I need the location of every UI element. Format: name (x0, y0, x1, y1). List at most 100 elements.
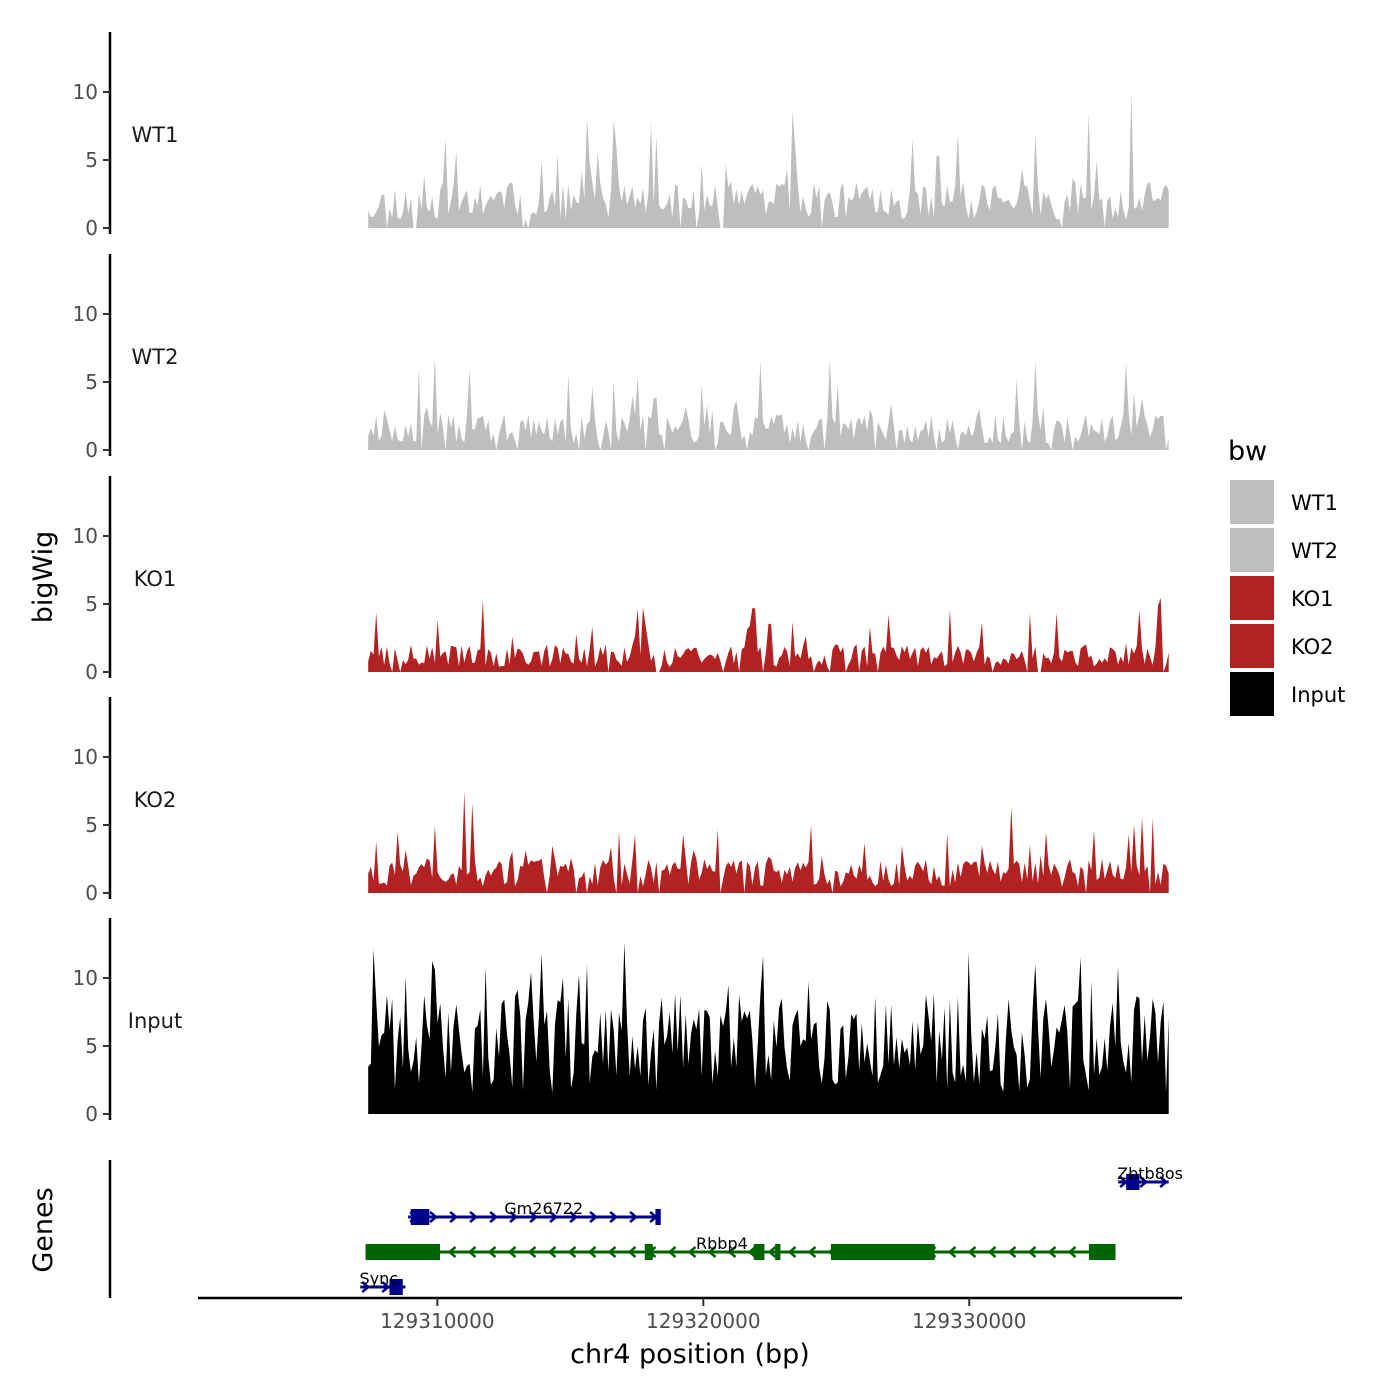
legend: bw WT1 WT2 KO1 KO2 Input (1228, 436, 1345, 716)
y-tick-label: 5 (85, 148, 98, 172)
strand-arrow (987, 1246, 997, 1258)
y-axis-title: bigWig (28, 531, 59, 624)
strand-arrow (747, 1246, 757, 1258)
y-tick-label: 5 (85, 370, 98, 394)
legend-label: WT2 (1291, 539, 1338, 563)
gene-exon (389, 1279, 403, 1295)
strand-arrow (381, 1281, 391, 1293)
strand-arrow (667, 1246, 677, 1258)
legend-label: KO1 (1291, 587, 1334, 611)
track-label: WT1 (132, 123, 179, 147)
strand-arrow (507, 1246, 517, 1258)
coverage-area-wt2 (368, 355, 1169, 450)
y-tick-label: 5 (85, 1034, 98, 1058)
strand-arrow (1139, 1176, 1149, 1188)
legend-swatch (1230, 528, 1274, 572)
strand-arrow (467, 1246, 477, 1258)
gene-exon (775, 1244, 781, 1260)
strand-arrow (1047, 1246, 1057, 1258)
strand-arrow (489, 1211, 499, 1223)
strand-arrow (727, 1246, 737, 1258)
y-tick-label: 10 (73, 745, 98, 769)
legend-entry-wt2: WT2 (1230, 528, 1338, 572)
strand-arrow (967, 1246, 977, 1258)
coverage-area-ko2 (368, 791, 1169, 893)
strand-arrow (947, 1246, 957, 1258)
coverage-area-ko1 (368, 597, 1169, 672)
gene-exon (1126, 1174, 1140, 1190)
strand-arrow (361, 1281, 371, 1293)
gene-exon (1088, 1244, 1116, 1260)
genes-axis-title: Genes (28, 1187, 59, 1272)
genes-layer: 129310000 129320000 129330000 Gm26722 Rbbp4 Z… (108, 1160, 1183, 1333)
y-tick-label: 5 (85, 592, 98, 616)
track-ko2: 0 5 10 KO2 (73, 697, 1169, 905)
strand-arrow (1007, 1246, 1017, 1258)
gene-rbbp4: Rbbp4 (365, 1234, 1116, 1260)
gene-exon (753, 1244, 765, 1260)
legend-entry-ko2: KO2 (1230, 624, 1334, 668)
gene-label: Gm26722 (504, 1199, 583, 1218)
strand-arrow (629, 1211, 639, 1223)
x-axis-title: chr4 position (bp) (570, 1339, 810, 1370)
gene-gm26722: Gm26722 (408, 1199, 661, 1225)
gene-sync: Sync (360, 1269, 406, 1295)
track-label: WT2 (132, 345, 179, 369)
strand-arrow (787, 1246, 797, 1258)
legend-entries: WT1 WT2 KO1 KO2 Input (1230, 480, 1345, 716)
y-tick-label: 0 (85, 216, 98, 240)
strand-arrow (449, 1211, 459, 1223)
legend-label: Input (1291, 683, 1345, 707)
track-ko1: 0 5 10 KO1 (73, 476, 1169, 684)
strand-arrow (1067, 1246, 1077, 1258)
strand-arrow (589, 1211, 599, 1223)
strand-arrow (509, 1211, 519, 1223)
strand-arrow (547, 1246, 557, 1258)
strand-arrow (569, 1211, 579, 1223)
legend-entry-ko1: KO1 (1230, 576, 1334, 620)
track-input: 0 5 10 Input (73, 918, 1169, 1126)
strand-arrow (1027, 1246, 1037, 1258)
legend-title: bw (1228, 436, 1267, 467)
strand-arrow (1159, 1176, 1169, 1188)
strand-arrow (529, 1211, 539, 1223)
legend-swatch (1230, 480, 1274, 524)
y-tick-label: 0 (85, 1102, 98, 1126)
y-tick-label: 10 (73, 524, 98, 548)
strand-arrow (527, 1246, 537, 1258)
strand-arrow (567, 1246, 577, 1258)
strand-arrow (627, 1246, 637, 1258)
y-tick-label: 10 (73, 966, 98, 990)
track-wt2: 0 5 10 WT2 (73, 254, 1169, 462)
x-tick-label: 129310000 (380, 1309, 495, 1333)
legend-swatch (1230, 576, 1274, 620)
y-tick-label: 0 (85, 660, 98, 684)
y-tick-label: 10 (73, 302, 98, 326)
gene-label: Sync (360, 1269, 399, 1288)
tracks-layer: 0 5 10 WT1 0 5 10 WT2 0 5 10 KO1 0 5 10 KO2 0 5 10 Input (73, 32, 1169, 1126)
strand-arrow (549, 1211, 559, 1223)
strand-arrow (487, 1246, 497, 1258)
gene-exon (644, 1244, 653, 1260)
strand-arrow (707, 1246, 717, 1258)
gene-exon (365, 1244, 441, 1260)
strand-arrow (609, 1211, 619, 1223)
y-tick-label: 0 (85, 438, 98, 462)
y-tick-label: 5 (85, 813, 98, 837)
x-tick-label: 129320000 (646, 1309, 761, 1333)
legend-swatch (1230, 672, 1274, 716)
gene-label: Rbbp4 (696, 1234, 748, 1253)
gene-zbtb8os: Zbtb8os (1117, 1164, 1183, 1190)
legend-label: KO2 (1291, 635, 1334, 659)
strand-arrow (469, 1211, 479, 1223)
y-tick-label: 10 (73, 80, 98, 104)
track-label: Input (128, 1009, 182, 1033)
legend-entry-input: Input (1230, 672, 1345, 716)
track-label: KO2 (134, 788, 177, 812)
strand-arrow (807, 1246, 817, 1258)
strand-arrow (687, 1246, 697, 1258)
strand-arrow (607, 1246, 617, 1258)
x-tick-label: 129330000 (912, 1309, 1027, 1333)
legend-swatch (1230, 624, 1274, 668)
